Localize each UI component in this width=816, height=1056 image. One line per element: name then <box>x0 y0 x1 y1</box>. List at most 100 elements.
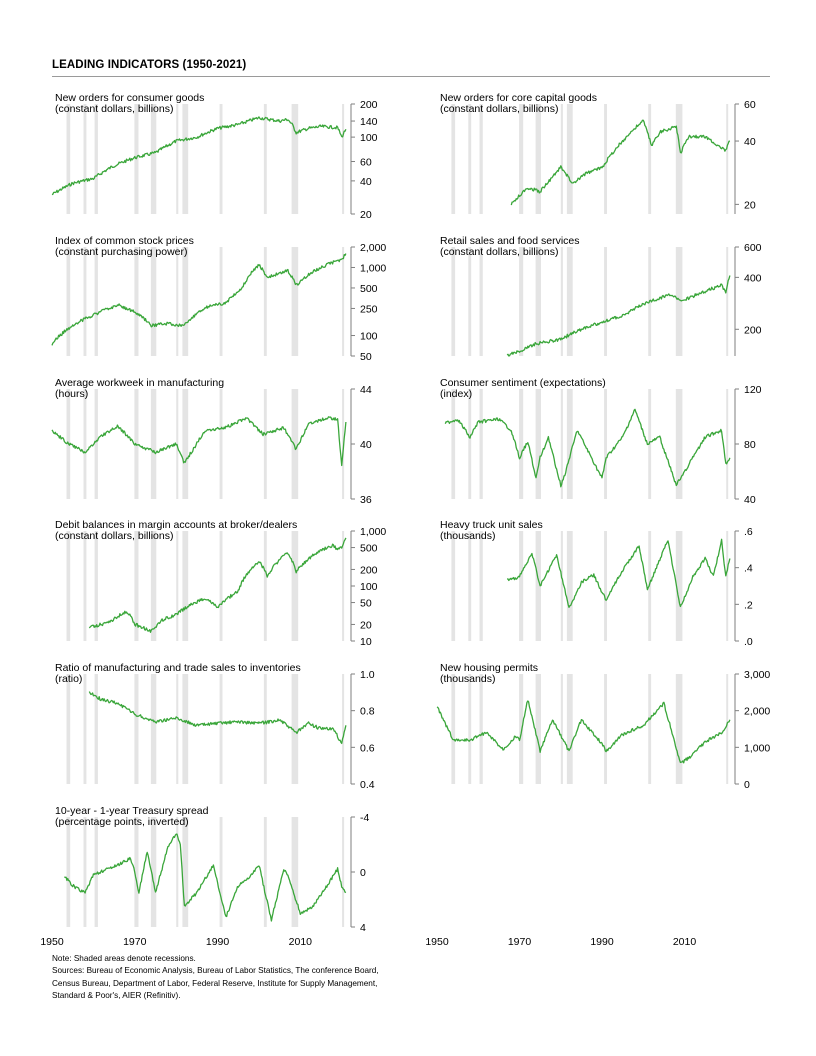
chart-title: New orders for consumer goods <box>55 92 204 104</box>
recession-band <box>519 674 524 784</box>
y-tick-label: 0.6 <box>360 742 375 754</box>
recession-band <box>83 247 87 356</box>
recession-band <box>291 389 299 499</box>
y-tick-label: 500 <box>360 543 378 555</box>
y-tick-label: 40 <box>744 494 756 506</box>
recession-band <box>675 389 683 499</box>
series-line <box>436 700 731 764</box>
recession-band <box>468 389 472 499</box>
chart-capital-goods: 60 40 20 New orders for core capital goods(… <box>440 92 756 214</box>
series-line <box>51 116 347 196</box>
recession-band <box>66 674 71 784</box>
y-tick-label: 120 <box>744 384 762 396</box>
chart-title: Debit balances in margin accounts at bro… <box>55 519 297 531</box>
recession-band <box>182 389 189 499</box>
recession-band <box>675 247 683 356</box>
y-tick-label: 1,000 <box>744 742 770 754</box>
recession-band <box>451 389 456 499</box>
recession-band <box>675 674 683 784</box>
recession-band <box>83 674 87 784</box>
recession-band <box>479 104 483 214</box>
recession-band <box>94 674 98 784</box>
recession-band <box>451 531 456 641</box>
series-line <box>444 408 731 488</box>
chart-subtitle: (ratio) <box>55 673 82 685</box>
recession-band <box>66 104 71 214</box>
series-line <box>88 537 347 633</box>
recession-band <box>519 247 524 356</box>
chart-subtitle: (index) <box>440 388 472 400</box>
recession-band <box>451 104 456 214</box>
recession-band <box>519 389 524 499</box>
recession-band <box>182 674 189 784</box>
recession-band <box>604 247 607 356</box>
chart-margin-debt: 1,000 500 200 100 50 20 10 Debit balances in ma… <box>55 519 386 648</box>
recession-band <box>535 247 541 356</box>
recession-band <box>291 817 299 927</box>
y-tick-label: 50 <box>360 598 372 610</box>
chart-subtitle: (constant dollars, billions) <box>440 103 558 115</box>
recession-band <box>566 104 573 214</box>
recession-band <box>219 674 223 784</box>
recession-band <box>83 817 87 927</box>
series-line <box>64 833 347 922</box>
recession-band <box>468 247 472 356</box>
y-tick-label: 1.0 <box>360 669 375 681</box>
chart-subtitle: (constant dollars, billions) <box>440 246 558 258</box>
chart-workweek: 44 40 36 Average workweek in manufacturing(… <box>51 377 372 506</box>
x-tick-label: 2010 <box>289 936 313 948</box>
y-tick-label: 200 <box>360 564 378 576</box>
recession-band <box>604 389 607 499</box>
chart-title: 10-year - 1-year Treasury spread <box>55 805 209 817</box>
recession-band <box>219 531 223 641</box>
recession-band <box>560 104 563 214</box>
series-line <box>506 275 731 357</box>
y-tick-label: 36 <box>360 494 372 506</box>
chart-consumer-sentiment: 120 80 40 Consumer sentiment (expectations)… <box>440 377 762 506</box>
recession-band <box>263 531 267 641</box>
chart-treasury-spread: -4 0 4 10-year - 1-year Treasury spread(per… <box>55 805 369 934</box>
y-tick-label: 500 <box>360 283 378 295</box>
y-tick-label: 40 <box>360 439 372 451</box>
y-tick-label: 250 <box>360 303 378 315</box>
x-tick-label: 1970 <box>123 936 147 948</box>
y-tick-label: 140 <box>360 116 378 128</box>
recession-band <box>176 104 179 214</box>
x-tick-label: 1950 <box>425 936 449 948</box>
y-tick-label: 100 <box>360 331 378 343</box>
chart-title: Average workweek in manufacturing <box>55 377 224 389</box>
recession-band <box>263 104 267 214</box>
y-tick-label: .2 <box>744 599 753 611</box>
recession-band <box>182 247 189 356</box>
recession-band <box>535 389 541 499</box>
recession-band <box>219 389 223 499</box>
recession-band <box>219 247 223 356</box>
series-line <box>510 119 731 206</box>
recession-band <box>83 104 87 214</box>
recession-band <box>219 817 223 927</box>
recession-band <box>182 531 189 641</box>
chart-sales-to-inventories: 1.0 0.8 0.6 0.4 Ratio of manufacturing and t… <box>55 662 375 791</box>
x-tick-label: 1950 <box>40 936 64 948</box>
chart-subtitle: (thousands) <box>440 530 495 542</box>
recession-band <box>134 247 139 356</box>
recession-band <box>291 247 299 356</box>
y-tick-label: 0 <box>360 867 366 879</box>
recession-band <box>726 389 729 499</box>
y-tick-label: 0 <box>744 779 750 791</box>
chart-subtitle: (constant dollars, billions) <box>55 103 173 115</box>
recession-band <box>479 531 483 641</box>
recession-band <box>263 389 267 499</box>
y-tick-label: .4 <box>744 563 753 575</box>
recession-band <box>342 674 345 784</box>
recession-band <box>479 674 483 784</box>
y-tick-label: 4 <box>360 922 366 934</box>
y-tick-label: 50 <box>360 351 372 363</box>
chart-subtitle: (constant purchasing power) <box>55 246 188 258</box>
recession-band <box>604 674 607 784</box>
recession-band <box>150 817 157 927</box>
y-tick-label: .6 <box>744 526 753 538</box>
y-tick-label: 40 <box>744 136 756 148</box>
recession-band <box>66 817 71 927</box>
